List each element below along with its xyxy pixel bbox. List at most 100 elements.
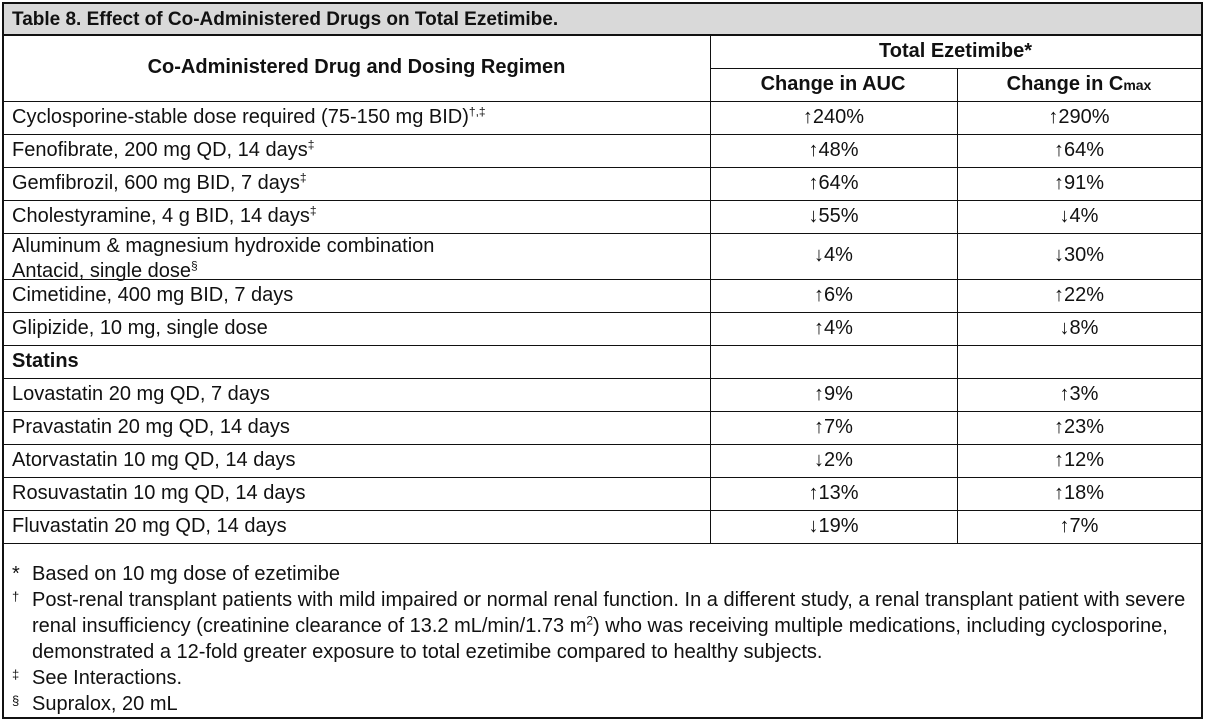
- auc-change-cell: ↓55%: [710, 205, 957, 228]
- cmax-change-cell: ↑91%: [957, 172, 1201, 195]
- footnote-text: Post-renal transplant patients with mild…: [32, 587, 1192, 665]
- footnote-marker: ‡: [307, 137, 315, 152]
- drug-name: Aluminum & magnesium hydroxide combinati…: [12, 235, 435, 257]
- drug-cell: Fenofibrate, 200 mg QD, 14 days‡: [12, 138, 314, 163]
- drug-name: Fenofibrate, 200 mg QD, 14 days: [12, 139, 308, 161]
- drug-name: Atorvastatin 10 mg QD, 14 days: [12, 449, 296, 471]
- percent-value: 7%: [824, 415, 853, 438]
- row-border: [4, 279, 1201, 280]
- row-border: [4, 233, 1201, 234]
- arrow-up-icon: ↑: [814, 283, 825, 306]
- drug-name: Cyclosporine-stable dose required (75-15…: [12, 106, 469, 128]
- header-change-auc: Change in AUC: [760, 73, 906, 95]
- row-border: [4, 167, 1201, 168]
- arrow-down-icon: ↓: [1059, 204, 1070, 227]
- drug-name: Cimetidine, 400 mg BID, 7 days: [12, 284, 294, 306]
- arrow-up-icon: ↑: [814, 382, 825, 405]
- cmax-change-cell: ↑64%: [957, 139, 1201, 162]
- cmax-change-cell: ↓30%: [957, 244, 1201, 267]
- arrow-up-icon: ↑: [808, 138, 819, 161]
- header-cmax-label: Change in C: [1006, 73, 1124, 95]
- arrow-up-icon: ↑: [802, 105, 813, 128]
- arrow-up-icon: ↑: [808, 481, 819, 504]
- arrow-up-icon: ↑: [1059, 514, 1070, 537]
- drug-cell: Aluminum & magnesium hydroxide combinati…: [12, 234, 434, 284]
- cmax-change-cell: ↑18%: [957, 482, 1201, 505]
- drug-cell: Cholestyramine, 4 g BID, 14 days‡: [12, 204, 317, 229]
- drug-name: Lovastatin 20 mg QD, 7 days: [12, 383, 270, 405]
- arrow-up-icon: ↑: [1059, 382, 1070, 405]
- arrow-up-icon: ↑: [1053, 138, 1064, 161]
- cmax-change-cell: ↓8%: [957, 317, 1201, 340]
- table-body-bottom-border: [4, 543, 1201, 544]
- arrow-up-icon: ↑: [1053, 171, 1064, 194]
- auc-change-cell: ↑240%: [710, 106, 957, 129]
- auc-change-cell: ↓4%: [710, 244, 957, 267]
- percent-value: 8%: [1069, 316, 1099, 339]
- percent-value: 7%: [1069, 514, 1099, 537]
- arrow-up-icon: ↑: [1048, 105, 1059, 128]
- table-title-bar: Table 8. Effect of Co-Administered Drugs…: [4, 4, 1201, 36]
- drug-name: Cholestyramine, 4 g BID, 14 days: [12, 205, 310, 227]
- arrow-down-icon: ↓: [814, 244, 825, 266]
- drug-cell: Atorvastatin 10 mg QD, 14 days: [12, 448, 295, 473]
- drug-name-line2: Antacid, single dose: [12, 260, 192, 282]
- footnote-marker: ‡: [309, 203, 317, 218]
- header-total-ezetimibe: Total Ezetimibe*: [879, 40, 1032, 62]
- percent-value: 22%: [1063, 283, 1105, 306]
- row-border: [4, 411, 1201, 412]
- cmax-change-cell: ↑7%: [957, 515, 1201, 538]
- arrow-down-icon: ↓: [814, 448, 825, 471]
- percent-value: 2%: [824, 448, 853, 471]
- row-border: [4, 444, 1201, 445]
- percent-value: 4%: [824, 316, 853, 339]
- arrow-up-icon: ↑: [1053, 283, 1064, 306]
- percent-value: 18%: [1063, 481, 1105, 504]
- footnote-text: Based on 10 mg dose of ezetimibe: [32, 563, 340, 585]
- percent-value: 64%: [1063, 138, 1105, 161]
- header-cmax-subscript: max: [1123, 77, 1152, 93]
- arrow-down-icon: ↓: [1053, 244, 1064, 266]
- drug-name: Pravastatin 20 mg QD, 14 days: [12, 416, 290, 438]
- auc-change-cell: ↓2%: [710, 449, 957, 472]
- cmax-change-cell: ↑23%: [957, 416, 1201, 439]
- percent-value: 19%: [818, 514, 859, 537]
- arrow-up-icon: ↑: [1053, 415, 1064, 438]
- drug-name: Rosuvastatin 10 mg QD, 14 days: [12, 482, 306, 504]
- arrow-down-icon: ↓: [1059, 316, 1070, 339]
- percent-value: 91%: [1063, 171, 1105, 194]
- footnote-text-part: ) who was receiving multiple medications…: [32, 615, 1168, 663]
- drug-name: Gemfibrozil, 600 mg BID, 7 days: [12, 172, 300, 194]
- header-divider: [710, 68, 1201, 69]
- auc-change-cell: ↑13%: [710, 482, 957, 505]
- footnote-mark: *: [12, 563, 20, 585]
- drug-cell: Cyclosporine-stable dose required (75-15…: [12, 105, 486, 130]
- auc-change-cell: ↑6%: [710, 284, 957, 307]
- footnote-text: Supralox, 20 mL: [32, 693, 178, 715]
- auc-change-cell: ↑4%: [710, 317, 957, 340]
- arrow-up-icon: ↑: [1053, 481, 1064, 504]
- cmax-change-cell: ↑12%: [957, 449, 1201, 472]
- percent-value: 48%: [818, 138, 859, 161]
- percent-value: 6%: [824, 283, 853, 306]
- percent-value: 240%: [812, 105, 865, 128]
- percent-value: 4%: [824, 244, 853, 266]
- arrow-down-icon: ↓: [808, 514, 819, 537]
- auc-change-cell: ↑64%: [710, 172, 957, 195]
- percent-value: 4%: [1069, 204, 1099, 227]
- cmax-change-cell: ↑3%: [957, 383, 1201, 406]
- footnote-marker: ‡: [299, 170, 307, 185]
- row-border: [4, 345, 1201, 346]
- row-border: [4, 312, 1201, 313]
- footnote-marker: †,‡: [468, 104, 486, 119]
- percent-value: 290%: [1058, 105, 1110, 128]
- arrow-up-icon: ↑: [808, 171, 819, 194]
- arrow-up-icon: ↑: [814, 415, 825, 438]
- row-border: [4, 200, 1201, 201]
- percent-value: 55%: [818, 204, 859, 227]
- auc-change-cell: ↑7%: [710, 416, 957, 439]
- footnote-mark: †: [12, 589, 20, 604]
- percent-value: 13%: [818, 481, 859, 504]
- percent-value: 3%: [1069, 382, 1099, 405]
